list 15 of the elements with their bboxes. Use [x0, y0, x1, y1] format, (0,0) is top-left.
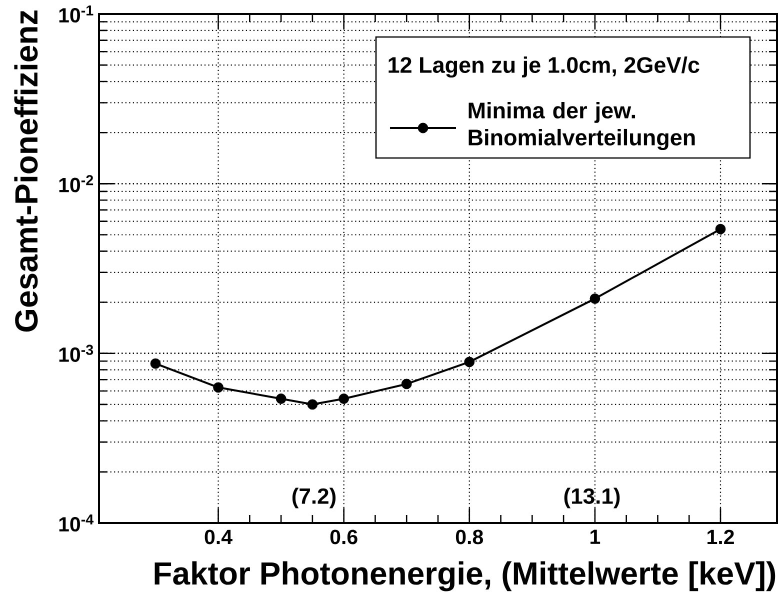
annotation: (7.2) [292, 488, 336, 508]
y-tick-label: 10$^{-4}$ [59, 514, 94, 532]
legend-label: Minima der jew. Binomialverteilungen [468, 102, 695, 150]
x-tick-label: 0.4 [204, 530, 232, 544]
y-tick-label: 10$^{-1}$ [59, 5, 94, 23]
x-tick-label: 0.6 [330, 530, 358, 544]
y-axis-title: Gesamt-Pioneffizienz [14, 10, 38, 332]
legend-title: 12 Lagen zu je 1.0cm, 2GeV/c [388, 56, 700, 78]
y-tick-label: 10$^{-2}$ [59, 175, 94, 192]
annotation: (13.1) [564, 488, 620, 508]
x-axis-title: Faktor Photonenergie, (Mittelwerte [keV]) [154, 561, 776, 592]
x-tick-label: 1 [590, 530, 600, 544]
x-tick-label: 0.8 [456, 530, 484, 544]
x-tick-label: 1.2 [708, 530, 734, 544]
y-tick-label: 10$^{-3}$ [59, 344, 94, 362]
